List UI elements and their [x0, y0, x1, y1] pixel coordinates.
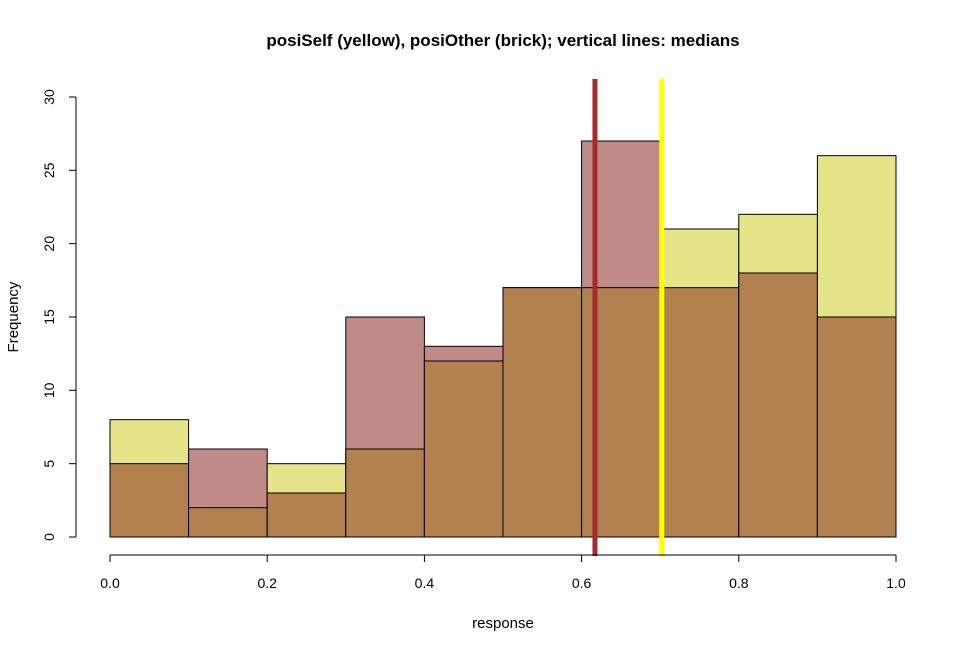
y-axis-label: Frequency: [5, 281, 22, 352]
y-tick-label: 10: [41, 382, 57, 398]
bars-group: [109, 140, 897, 538]
x-axis-label: response: [472, 615, 534, 632]
y-tick-label: 30: [41, 89, 57, 105]
x-tick-label: 0.6: [572, 575, 592, 591]
y-tick-label: 25: [41, 162, 57, 178]
bar-bin-9-overlap: [816, 316, 897, 538]
x-tick-label: 0.8: [729, 575, 749, 591]
bar-bin-0-overlap: [109, 463, 190, 538]
bar-bin-3-overlap: [345, 448, 425, 538]
y-axis: 0 5 10 15 20 25 30: [41, 89, 77, 541]
bar-bin-8-overlap: [738, 272, 818, 538]
x-tick-label: 0.0: [100, 575, 120, 591]
y-tick-label: 20: [41, 236, 57, 252]
x-tick-label: 0.4: [415, 575, 435, 591]
x-tick-label: 1.0: [886, 575, 906, 591]
bar-bin-1-overlap: [188, 507, 268, 538]
bar-bin-7-overlap: [659, 287, 740, 538]
bar-bin-5-overlap: [502, 287, 583, 538]
y-tick-label: 5: [41, 460, 57, 468]
bar-bin-2-overlap: [266, 492, 347, 538]
x-axis: 0.0 0.2 0.4 0.6 0.8 1.0: [100, 554, 906, 591]
chart-title: posiSelf (yellow), posiOther (brick); ve…: [266, 31, 739, 50]
x-tick-label: 0.2: [257, 575, 277, 591]
bar-bin-4-overlap: [423, 360, 504, 538]
y-tick-label: 0: [41, 533, 57, 541]
median-lines: [592, 79, 665, 556]
y-tick-label: 15: [41, 309, 57, 325]
